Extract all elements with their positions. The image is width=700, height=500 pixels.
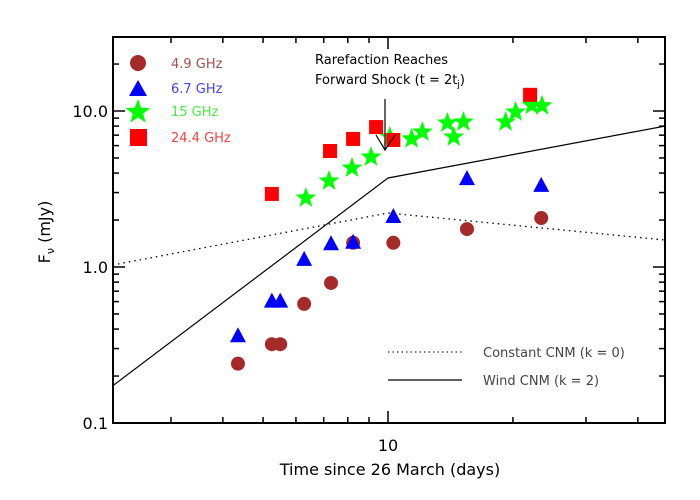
data-point-star (531, 94, 553, 115)
data-point-triangle (323, 235, 340, 251)
x-axis-title: Time since 26 March (days) (279, 460, 500, 479)
legend-circle-icon (130, 55, 146, 71)
plot-frame (112, 36, 666, 424)
data-point-star (453, 111, 474, 131)
data-point-star (521, 94, 543, 115)
data-point-star (401, 127, 423, 148)
data-point-triangle (345, 233, 362, 249)
data-point-star (411, 121, 433, 141)
data-point-circle (534, 211, 549, 226)
annotation-line2: Forward Shock (t = 2tj) (315, 73, 465, 90)
data-point-square (346, 131, 361, 146)
data-point-triangle (385, 208, 402, 224)
y-tick-label-0.1: 0.1 (83, 414, 108, 433)
data-point-square (369, 120, 384, 135)
legend-label-6.7: 6.7 GHz (171, 82, 223, 97)
data-point-triangle (533, 176, 550, 192)
legend-label-24.4: 24.4 GHz (171, 131, 231, 146)
data-point-star (360, 146, 382, 166)
data-point-circle (297, 296, 312, 311)
legend-star-icon (125, 99, 151, 123)
legend-triangle-icon (129, 80, 147, 96)
data-point-triangle (229, 327, 246, 343)
model-legend-constant: Constant CNM (k = 0) (483, 346, 625, 361)
data-point-star (341, 157, 363, 177)
axis-ticks (113, 37, 665, 423)
data-point-circle (324, 275, 339, 290)
y-tick-label-10: 10.0 (72, 102, 108, 121)
legend-label-15: 15 GHz (171, 105, 219, 120)
data-point-star (295, 187, 317, 207)
model-legend: Constant CNM (k = 0) Wind CNM (k = 2) (388, 346, 625, 389)
data-point-circle (273, 337, 288, 352)
data-point-circle (459, 222, 474, 237)
data-point-circle (386, 235, 401, 250)
legend-square-icon (130, 129, 147, 146)
legend: 4.9 GHz 6.7 GHz 15 GHz 24.4 GHz (125, 55, 231, 146)
y-tick-label-1: 1.0 (83, 258, 108, 277)
annotation-line1: Rarefaction Reaches (315, 53, 448, 68)
data-point-star (495, 111, 516, 131)
data-point-square (323, 144, 338, 159)
data-point-star (318, 170, 340, 190)
svg-text:Fν (mJy): Fν (mJy) (35, 201, 57, 264)
data-point-star (443, 126, 465, 146)
data-point-circle (230, 356, 245, 371)
model-curves (112, 125, 666, 387)
data-point-star (436, 112, 458, 132)
wind-cnm-curve (112, 125, 666, 387)
data-point-star (505, 101, 527, 121)
data-point-square (264, 186, 279, 201)
y-axis-title: Fν (mJy) (35, 201, 57, 264)
legend-label-4.9: 4.9 GHz (171, 57, 223, 72)
data-point-triangle (296, 250, 313, 266)
data-point-triangle (272, 292, 289, 308)
data-point-square (523, 87, 538, 102)
model-legend-wind: Wind CNM (k = 2) (483, 374, 599, 389)
data-point-triangle (458, 170, 475, 186)
data-points (229, 87, 553, 371)
x-tick-label-10: 10 (378, 436, 398, 455)
annotation-arrow-icon (375, 99, 396, 152)
